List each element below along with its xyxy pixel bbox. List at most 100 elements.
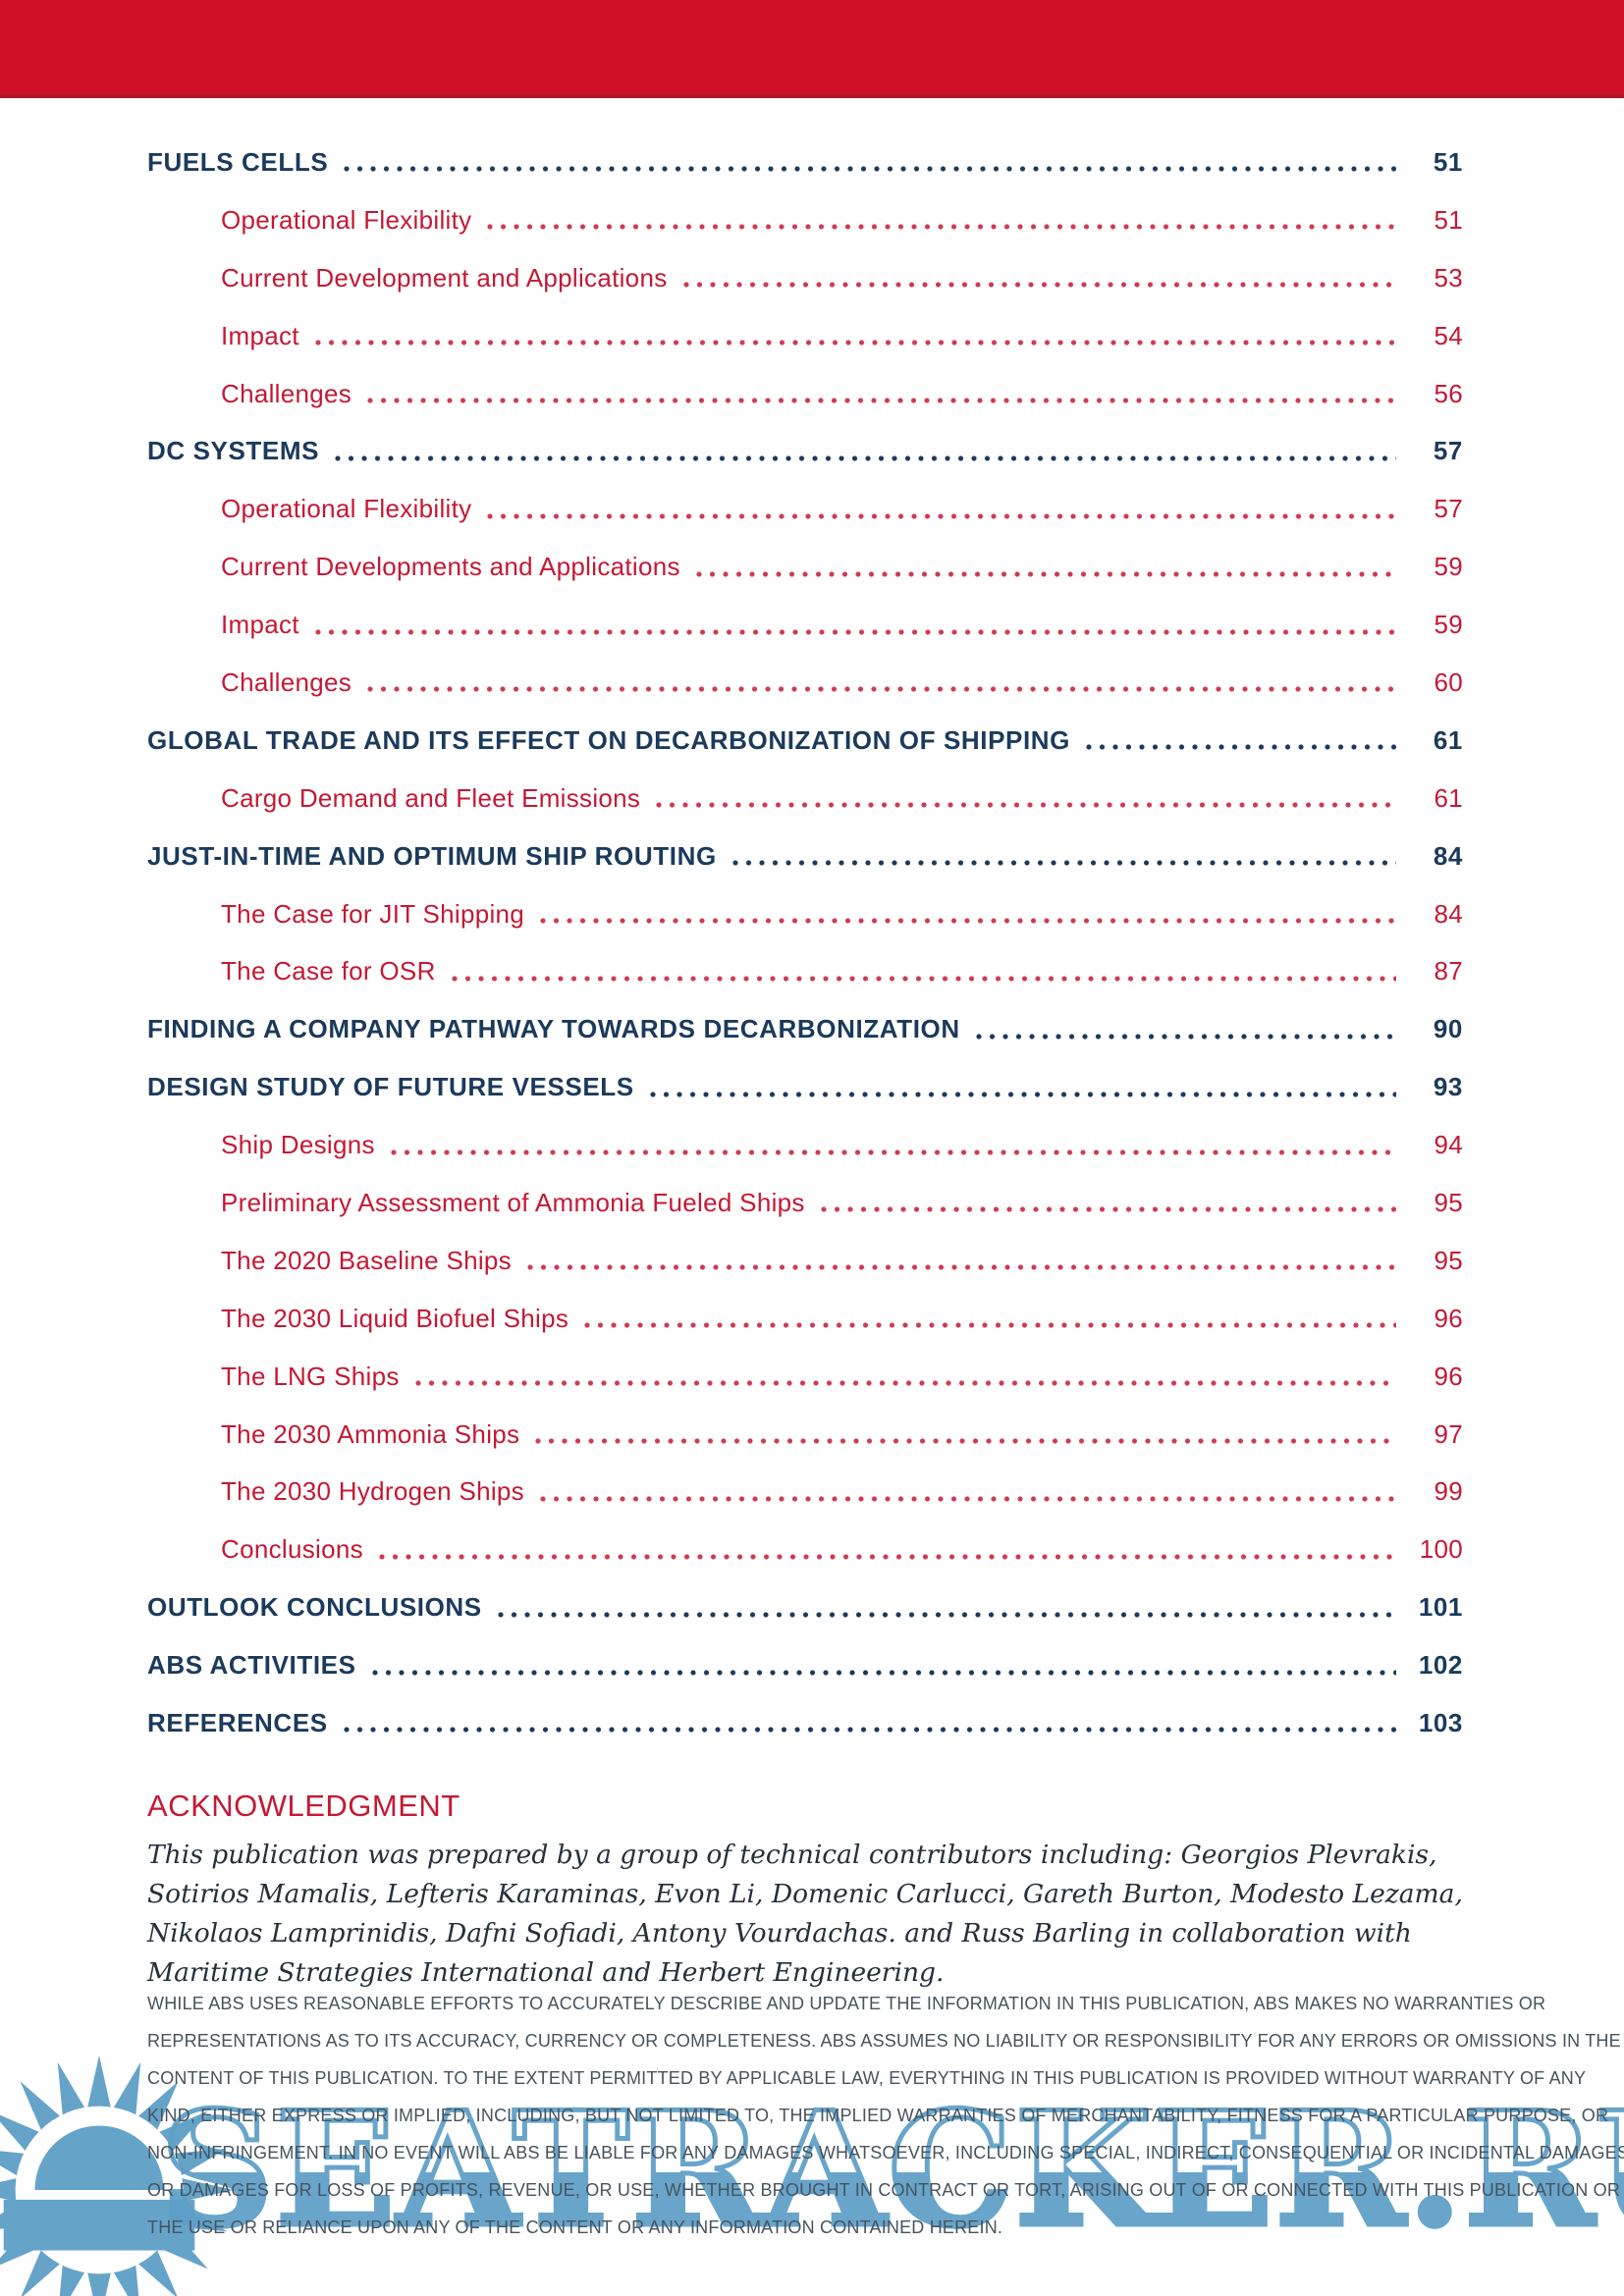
toc-entry-page-number: 95 <box>1434 1187 1463 1217</box>
toc-entry-title[interactable]: The 2030 Liquid Biofuel Ships <box>221 1303 569 1333</box>
toc-entry-title[interactable]: JUST-IN-TIME AND OPTIMUM SHIP ROUTING <box>147 840 717 871</box>
dot-leader <box>656 802 1396 809</box>
dot-leader <box>1086 744 1396 751</box>
disclaimer-text: WHILE ABS USES REASONABLE EFFORTS TO ACC… <box>147 1994 1624 2237</box>
toc-entry-page-number: 61 <box>1434 782 1463 813</box>
disclaimer-section: WHILE ABS USES REASONABLE EFFORTS TO ACC… <box>147 1985 1624 2246</box>
toc-entry-title[interactable]: The Case for JIT Shipping <box>221 898 525 929</box>
toc-entry[interactable]: Cargo Demand and Fleet Emissions 61 <box>147 770 1463 828</box>
dot-leader <box>695 570 1396 577</box>
toc-entry-title[interactable]: Cargo Demand and Fleet Emissions <box>221 782 641 813</box>
toc-entry[interactable]: ABS ACTIVITIES 102 <box>147 1636 1463 1694</box>
dot-leader <box>527 1264 1396 1271</box>
toc-entry[interactable]: Ship Designs 94 <box>147 1116 1463 1174</box>
toc-entry[interactable]: The 2020 Baseline Ships 95 <box>147 1232 1463 1290</box>
toc-entry[interactable]: Operational Flexibility 51 <box>147 191 1463 249</box>
toc-entry-page-number: 96 <box>1434 1303 1463 1333</box>
toc-entry[interactable]: REFERENCES 103 <box>147 1694 1463 1752</box>
toc-entry[interactable]: The Case for JIT Shipping 84 <box>147 885 1463 943</box>
toc-entry-title[interactable]: ABS ACTIVITIES <box>147 1650 356 1681</box>
toc-entry[interactable]: Challenges 56 <box>147 365 1463 423</box>
toc-entry-title[interactable]: REFERENCES <box>147 1707 328 1737</box>
toc-entry[interactable]: DC SYSTEMS 57 <box>147 422 1463 480</box>
toc-entry-page-number: 94 <box>1434 1130 1463 1160</box>
toc-entry[interactable]: JUST-IN-TIME AND OPTIMUM SHIP ROUTING 84 <box>147 828 1463 885</box>
dot-leader <box>535 1438 1396 1445</box>
toc-entry-title[interactable]: The 2020 Baseline Ships <box>221 1245 512 1275</box>
toc-entry-title[interactable]: DC SYSTEMS <box>147 436 320 466</box>
dot-leader <box>343 1727 1396 1734</box>
dot-leader <box>682 282 1396 289</box>
toc-entry[interactable]: Impact 54 <box>147 307 1463 365</box>
acknowledgment-section: ACKNOWLEDGMENT This publication was prep… <box>147 1789 1532 1993</box>
toc-entry[interactable]: The LNG Ships 96 <box>147 1348 1463 1406</box>
toc-entry-page-number: 54 <box>1434 320 1463 350</box>
toc-entry-title[interactable]: Impact <box>221 320 299 350</box>
toc-entry[interactable]: GLOBAL TRADE AND ITS EFFECT ON DECARBONI… <box>147 712 1463 770</box>
dot-leader <box>451 975 1396 982</box>
toc-entry-page-number: 93 <box>1433 1072 1463 1102</box>
toc-entry-title[interactable]: Challenges <box>221 378 352 408</box>
toc-entry-page-number: 100 <box>1419 1534 1463 1565</box>
toc-entry[interactable]: The 2030 Liquid Biofuel Ships 96 <box>147 1290 1463 1348</box>
toc-entry-page-number: 99 <box>1434 1476 1463 1507</box>
dot-leader <box>314 628 1396 635</box>
dot-leader <box>649 1091 1396 1097</box>
dot-leader <box>731 860 1396 867</box>
dot-leader <box>371 1669 1396 1676</box>
toc-entry[interactable]: Operational Flexibility 57 <box>147 480 1463 538</box>
dot-leader <box>414 1380 1396 1387</box>
toc-entry[interactable]: FUELS CELLS 51 <box>147 133 1463 191</box>
toc-entry-page-number: 51 <box>1433 146 1463 177</box>
dot-leader <box>378 1553 1396 1560</box>
toc-entry-page-number: 59 <box>1434 610 1463 640</box>
toc-entry-title[interactable]: FINDING A COMPANY PATHWAY TOWARDS DECARB… <box>147 1014 960 1044</box>
table-of-contents: FUELS CELLS 51 Operational Flexibility 5… <box>147 133 1463 1752</box>
toc-entry-title[interactable]: Impact <box>221 610 299 640</box>
toc-entry[interactable]: OUTLOOK CONCLUSIONS 101 <box>147 1578 1463 1636</box>
toc-entry-title[interactable]: Current Developments and Applications <box>221 552 680 582</box>
toc-rows: FUELS CELLS 51 Operational Flexibility 5… <box>147 133 1463 1752</box>
toc-entry[interactable]: Conclusions 100 <box>147 1521 1463 1578</box>
dot-leader <box>487 224 1396 231</box>
toc-entry-title[interactable]: Ship Designs <box>221 1130 375 1160</box>
toc-entry[interactable]: DESIGN STUDY OF FUTURE VESSELS 93 <box>147 1058 1463 1116</box>
toc-entry-page-number: 53 <box>1434 262 1463 293</box>
dot-leader <box>975 1033 1396 1040</box>
toc-entry-title[interactable]: The LNG Ships <box>221 1361 400 1391</box>
toc-entry[interactable]: Current Development and Applications 53 <box>147 249 1463 307</box>
toc-entry-title[interactable]: Operational Flexibility <box>221 494 472 524</box>
toc-entry-title[interactable]: DESIGN STUDY OF FUTURE VESSELS <box>147 1072 634 1102</box>
toc-entry-page-number: 102 <box>1418 1650 1463 1681</box>
toc-entry[interactable]: Preliminary Assessment of Ammonia Fueled… <box>147 1174 1463 1232</box>
toc-entry-title[interactable]: The Case for OSR <box>221 956 436 987</box>
toc-entry-title[interactable]: Preliminary Assessment of Ammonia Fueled… <box>221 1187 805 1217</box>
toc-entry[interactable]: The Case for OSR 87 <box>147 942 1463 1000</box>
toc-entry-title[interactable]: OUTLOOK CONCLUSIONS <box>147 1592 482 1623</box>
toc-entry-title[interactable]: Conclusions <box>221 1534 363 1565</box>
toc-entry-title[interactable]: Current Development and Applications <box>221 262 668 293</box>
toc-entry-page-number: 87 <box>1434 956 1463 987</box>
toc-entry[interactable]: Impact 59 <box>147 596 1463 654</box>
toc-entry[interactable]: Challenges 60 <box>147 654 1463 712</box>
toc-entry-title[interactable]: GLOBAL TRADE AND ITS EFFECT ON DECARBONI… <box>147 724 1070 755</box>
toc-entry-title[interactable]: Challenges <box>221 667 352 697</box>
toc-entry[interactable]: Current Developments and Applications 59 <box>147 538 1463 596</box>
dot-leader <box>487 512 1396 519</box>
toc-entry-page-number: 60 <box>1434 667 1463 697</box>
dot-leader <box>335 454 1396 461</box>
toc-entry-title[interactable]: FUELS CELLS <box>147 146 329 177</box>
toc-entry-page-number: 59 <box>1434 552 1463 582</box>
toc-entry[interactable]: The 2030 Ammonia Ships 97 <box>147 1406 1463 1464</box>
toc-entry-title[interactable]: Operational Flexibility <box>221 204 472 235</box>
dot-leader <box>367 398 1396 403</box>
toc-entry-page-number: 103 <box>1418 1707 1463 1737</box>
toc-entry-title[interactable]: The 2030 Ammonia Ships <box>221 1418 520 1449</box>
toc-entry-page-number: 56 <box>1434 378 1463 408</box>
toc-entry[interactable]: FINDING A COMPANY PATHWAY TOWARDS DECARB… <box>147 1000 1463 1058</box>
dot-leader <box>367 686 1396 693</box>
toc-entry[interactable]: The 2030 Hydrogen Ships 99 <box>147 1463 1463 1521</box>
top-red-banner <box>0 0 1624 98</box>
toc-entry-title[interactable]: The 2030 Hydrogen Ships <box>221 1476 524 1507</box>
